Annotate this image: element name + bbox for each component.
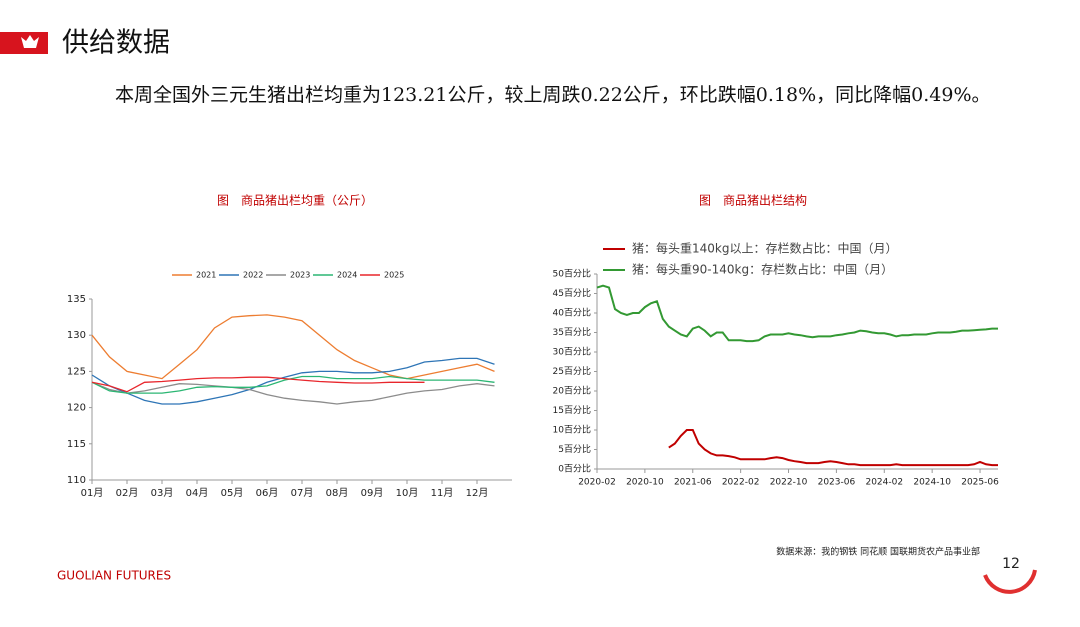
x-tick-label: 2020-02 xyxy=(578,478,616,488)
x-tick-label: 06月 xyxy=(256,487,279,499)
y-tick-label: 50百分比 xyxy=(553,268,591,280)
y-tick-label: 120 xyxy=(67,403,86,414)
y-tick-label: 40百分比 xyxy=(553,307,591,319)
summary-text: 本周全国外三元生猪出栏均重为123.21公斤，较上周跌0.22公斤，环比跌幅0.… xyxy=(115,84,991,106)
series-line xyxy=(91,375,495,394)
x-tick-label: 03月 xyxy=(151,487,174,499)
x-tick-label: 07月 xyxy=(291,487,314,499)
brand: GUOLIAN FUTURES xyxy=(57,569,171,583)
x-tick-label: 2023-06 xyxy=(818,478,856,488)
legend-label: 2025 xyxy=(384,271,404,280)
legend-label: 猪：每头重90-140kg：存栏数占比：中国（月） xyxy=(632,262,893,277)
y-tick-label: 115 xyxy=(67,439,86,450)
series-line xyxy=(91,376,425,393)
y-tick-label: 45百分比 xyxy=(553,287,591,299)
legend-label: 2024 xyxy=(337,271,357,280)
y-tick-label: 125 xyxy=(67,366,86,377)
crown-icon xyxy=(21,35,39,48)
slide-title: 供给数据 xyxy=(62,28,170,59)
y-tick-label: 20百分比 xyxy=(553,385,591,397)
y-tick-label: 0百分比 xyxy=(558,463,591,475)
x-tick-label: 01月 xyxy=(81,487,104,499)
series-line xyxy=(91,381,495,405)
source-note: 数据来源：我的钢铁 同花顺 国联期货农产品事业部 xyxy=(776,546,980,558)
x-tick-label: 11月 xyxy=(431,487,454,499)
legend-label: 2021 xyxy=(196,271,216,280)
series-line xyxy=(668,429,998,467)
x-tick-label: 2021-06 xyxy=(674,478,712,488)
x-tick-label: 12月 xyxy=(466,487,489,499)
y-tick-label: 25百分比 xyxy=(553,365,591,377)
page-number: 12 xyxy=(1002,556,1020,572)
x-tick-label: 2020-10 xyxy=(626,478,664,488)
y-tick-label: 30百分比 xyxy=(553,346,591,358)
x-tick-label: 09月 xyxy=(361,487,384,499)
page-arc xyxy=(983,569,1037,594)
chart-title: 图 商品猪出栏均重（公斤） xyxy=(217,193,373,208)
x-tick-label: 10月 xyxy=(396,487,419,499)
x-tick-label: 2022-10 xyxy=(770,478,808,488)
y-tick-label: 130 xyxy=(67,330,86,341)
series-line xyxy=(91,314,495,380)
series-line xyxy=(91,357,495,405)
x-tick-label: 02月 xyxy=(116,487,139,499)
y-tick-label: 110 xyxy=(67,475,86,486)
x-tick-label: 2024-02 xyxy=(865,478,903,488)
y-tick-label: 15百分比 xyxy=(553,404,591,416)
legend-label: 2023 xyxy=(290,271,310,280)
chart-title: 图 商品猪出栏结构 xyxy=(699,193,807,208)
legend-label: 2022 xyxy=(243,271,263,280)
legend-label: 猪：每头重140kg以上：存栏数占比：中国（月） xyxy=(632,241,897,256)
x-tick-label: 04月 xyxy=(186,487,209,499)
y-tick-label: 10百分比 xyxy=(553,424,591,436)
y-tick-label: 35百分比 xyxy=(553,326,591,338)
x-tick-label: 05月 xyxy=(221,487,244,499)
y-tick-label: 135 xyxy=(67,294,86,305)
x-tick-label: 2022-02 xyxy=(722,478,760,488)
x-tick-label: 2024-10 xyxy=(913,478,951,488)
series-line xyxy=(596,284,998,343)
x-tick-label: 08月 xyxy=(326,487,349,499)
x-tick-label: 2025-06 xyxy=(961,478,999,488)
y-tick-label: 5百分比 xyxy=(558,443,591,455)
